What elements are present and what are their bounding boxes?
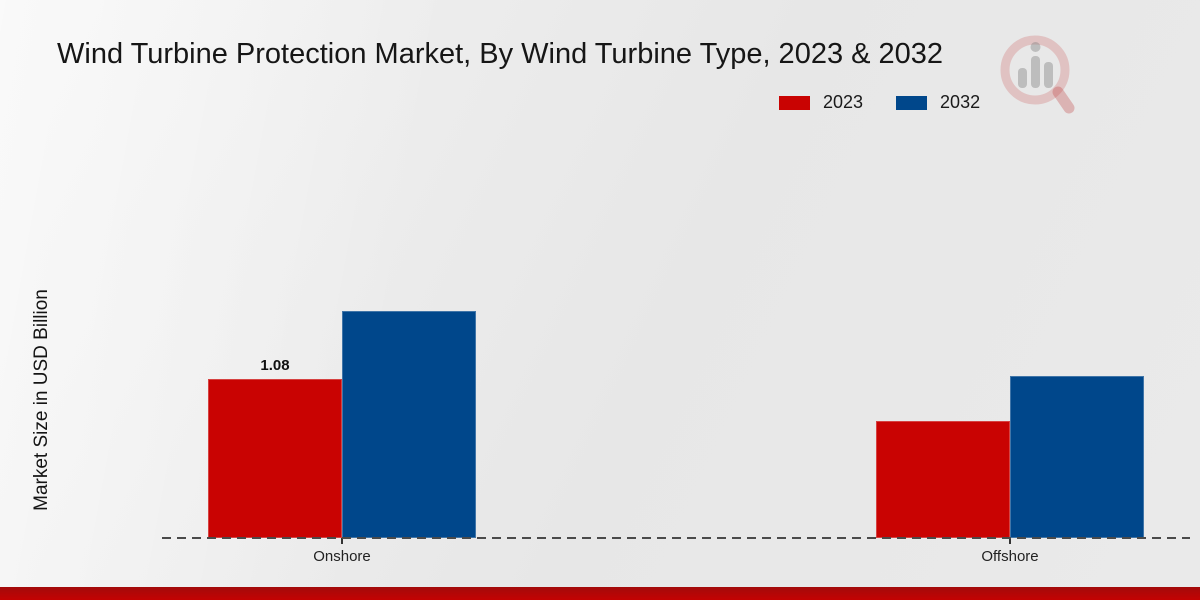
legend-swatch-2023 (779, 95, 810, 110)
legend: 2023 2032 (779, 92, 980, 113)
bar-2032-offshore (1010, 376, 1144, 538)
category-label-offshore: Offshore (981, 548, 1039, 565)
chart-title: Wind Turbine Protection Market, By Wind … (57, 38, 944, 70)
legend-swatch-2032 (896, 95, 928, 110)
x-axis-dashed-line (162, 537, 1190, 539)
x-axis-tick (1009, 538, 1011, 544)
legend-item-2023: 2023 (779, 92, 863, 113)
y-axis-label: Market Size in USD Billion (31, 289, 52, 511)
magnifier-logo-watermark (1000, 35, 1075, 114)
bar-2023-offshore (876, 421, 1010, 538)
legend-label-2032: 2032 (940, 92, 981, 112)
x-axis-tick (341, 538, 343, 544)
category-label-onshore: Onshore (313, 548, 371, 565)
legend-item-2032: 2032 (896, 92, 980, 113)
bar-value-label: 1.08 (260, 357, 290, 374)
bar-2023-onshore (208, 379, 342, 538)
footer-accent-bar (0, 587, 1200, 600)
bar-2032-onshore (342, 311, 476, 538)
legend-label-2023: 2023 (823, 92, 864, 112)
